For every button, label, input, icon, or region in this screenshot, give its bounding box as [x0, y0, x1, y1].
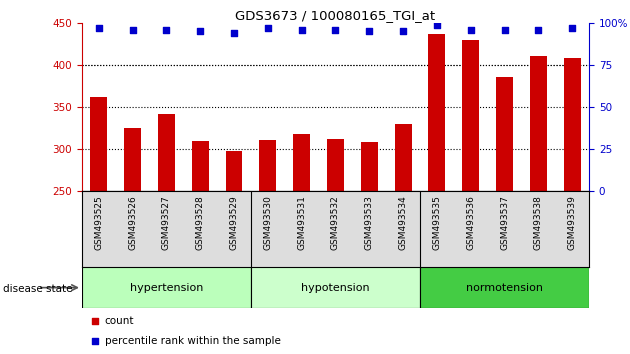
Point: [195, 29, 205, 34]
Text: hypotension: hypotension: [301, 284, 370, 293]
Title: GDS3673 / 100080165_TGI_at: GDS3673 / 100080165_TGI_at: [236, 9, 435, 22]
Text: GSM493525: GSM493525: [94, 195, 103, 250]
Text: GSM493539: GSM493539: [568, 195, 576, 250]
Point: [297, 27, 307, 33]
Bar: [82, 267, 251, 308]
Bar: [226, 151, 243, 354]
Point: [432, 22, 442, 28]
Bar: [293, 134, 310, 354]
Bar: [564, 58, 581, 354]
Text: GSM493536: GSM493536: [466, 195, 475, 250]
Bar: [530, 56, 547, 354]
Bar: [192, 141, 209, 354]
Bar: [158, 114, 175, 354]
Text: GSM493531: GSM493531: [297, 195, 306, 250]
Text: GSM493529: GSM493529: [229, 195, 239, 250]
Point: [263, 25, 273, 31]
Text: GSM493532: GSM493532: [331, 195, 340, 250]
Text: GSM493537: GSM493537: [500, 195, 509, 250]
Text: GSM493538: GSM493538: [534, 195, 543, 250]
Point: [161, 27, 171, 33]
Point: [398, 29, 408, 34]
Bar: [327, 139, 344, 354]
Bar: [260, 140, 277, 354]
Text: GSM493535: GSM493535: [432, 195, 442, 250]
Point: [466, 27, 476, 33]
Bar: [124, 128, 141, 354]
Point: [567, 25, 577, 31]
Point: [445, 27, 455, 33]
Bar: [90, 97, 107, 354]
Bar: [428, 34, 445, 354]
Point: [94, 25, 104, 31]
Bar: [251, 267, 420, 308]
Text: normotension: normotension: [466, 284, 543, 293]
Text: count: count: [105, 316, 134, 326]
Text: GSM493530: GSM493530: [263, 195, 272, 250]
Bar: [361, 142, 378, 354]
Point: [229, 30, 239, 36]
Text: GSM493534: GSM493534: [399, 195, 408, 250]
Text: GSM493526: GSM493526: [128, 195, 137, 250]
Bar: [496, 77, 513, 354]
Text: hypertension: hypertension: [130, 284, 203, 293]
Point: [500, 27, 510, 33]
Text: GSM493533: GSM493533: [365, 195, 374, 250]
Bar: [394, 124, 411, 354]
Text: GSM493527: GSM493527: [162, 195, 171, 250]
Point: [127, 27, 138, 33]
Bar: [462, 40, 479, 354]
Point: [331, 27, 341, 33]
Point: [533, 27, 543, 33]
Point: [445, 211, 455, 217]
Point: [364, 29, 374, 34]
Text: percentile rank within the sample: percentile rank within the sample: [105, 336, 280, 346]
Bar: [420, 267, 589, 308]
Text: disease state: disease state: [3, 284, 72, 293]
Text: GSM493528: GSM493528: [196, 195, 205, 250]
